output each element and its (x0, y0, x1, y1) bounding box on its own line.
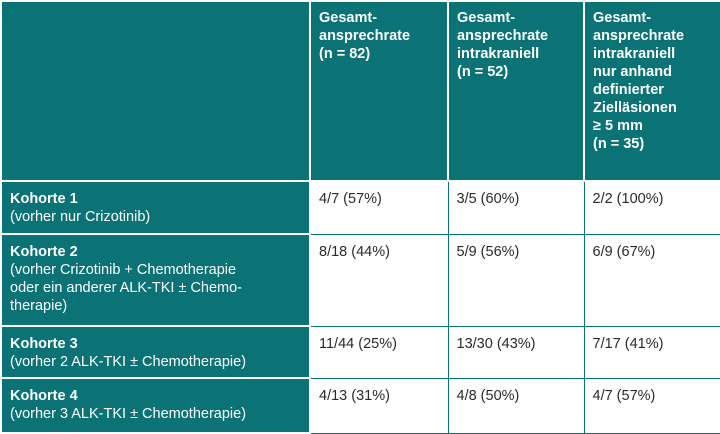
row-header-cohort-3: Kohorte 3 (vorher 2 ALK-TKI ± Chemothera… (0, 325, 311, 379)
table-cell: 4/13 (31%) (309, 377, 449, 434)
row-subtitle: (vorher Crizotinib + Chemotherapie oder … (10, 262, 243, 314)
table-row: Kohorte 3 (vorher 2 ALK-TKI ± Chemothera… (0, 325, 720, 379)
row-title: Kohorte 1 (10, 191, 78, 207)
table-cell: 7/17 (41%) (583, 325, 720, 379)
row-header-cohort-2: Kohorte 2 (vorher Crizotinib + Chemother… (0, 233, 311, 327)
table-cell: 8/18 (44%) (309, 233, 449, 327)
table-cell: 4/7 (57%) (309, 180, 449, 235)
table-cell: 11/44 (25%) (309, 325, 449, 379)
table-row: Kohorte 1 (vorher nur Crizotinib) 4/7 (5… (0, 180, 720, 235)
row-title: Kohorte 4 (10, 388, 78, 404)
column-header-intracranial: Gesamt- ansprechrate intrakraniell (n = … (447, 0, 585, 182)
table-cell: 13/30 (43%) (447, 325, 585, 379)
row-header-cohort-4: Kohorte 4 (vorher 3 ALK-TKI ± Chemothera… (0, 377, 311, 434)
header-row: Gesamt- ansprechrate (n = 82) Gesamt- an… (0, 0, 720, 182)
corner-cell (0, 0, 311, 182)
table-row: Kohorte 4 (vorher 3 ALK-TKI ± Chemothera… (0, 377, 720, 434)
table-row: Kohorte 2 (vorher Crizotinib + Chemother… (0, 233, 720, 327)
table-cell: 6/9 (67%) (583, 233, 720, 327)
table-cell: 4/8 (50%) (447, 377, 585, 434)
row-subtitle: (vorher 3 ALK-TKI ± Chemotherapie) (10, 406, 247, 422)
row-title: Kohorte 3 (10, 336, 78, 352)
row-subtitle: (vorher 2 ALK-TKI ± Chemotherapie) (10, 354, 247, 370)
table-cell: 3/5 (60%) (447, 180, 585, 235)
row-subtitle: (vorher nur Crizotinib) (10, 209, 151, 225)
column-header-overall: Gesamt- ansprechrate (n = 82) (309, 0, 449, 182)
table-cell: 4/7 (57%) (583, 377, 720, 434)
row-title: Kohorte 2 (10, 244, 78, 260)
column-header-intracranial-target-lesions: Gesamt- ansprechrate intrakraniell nur a… (583, 0, 720, 182)
row-header-cohort-1: Kohorte 1 (vorher nur Crizotinib) (0, 180, 311, 235)
table-cell: 2/2 (100%) (583, 180, 720, 235)
table-cell: 5/9 (56%) (447, 233, 585, 327)
